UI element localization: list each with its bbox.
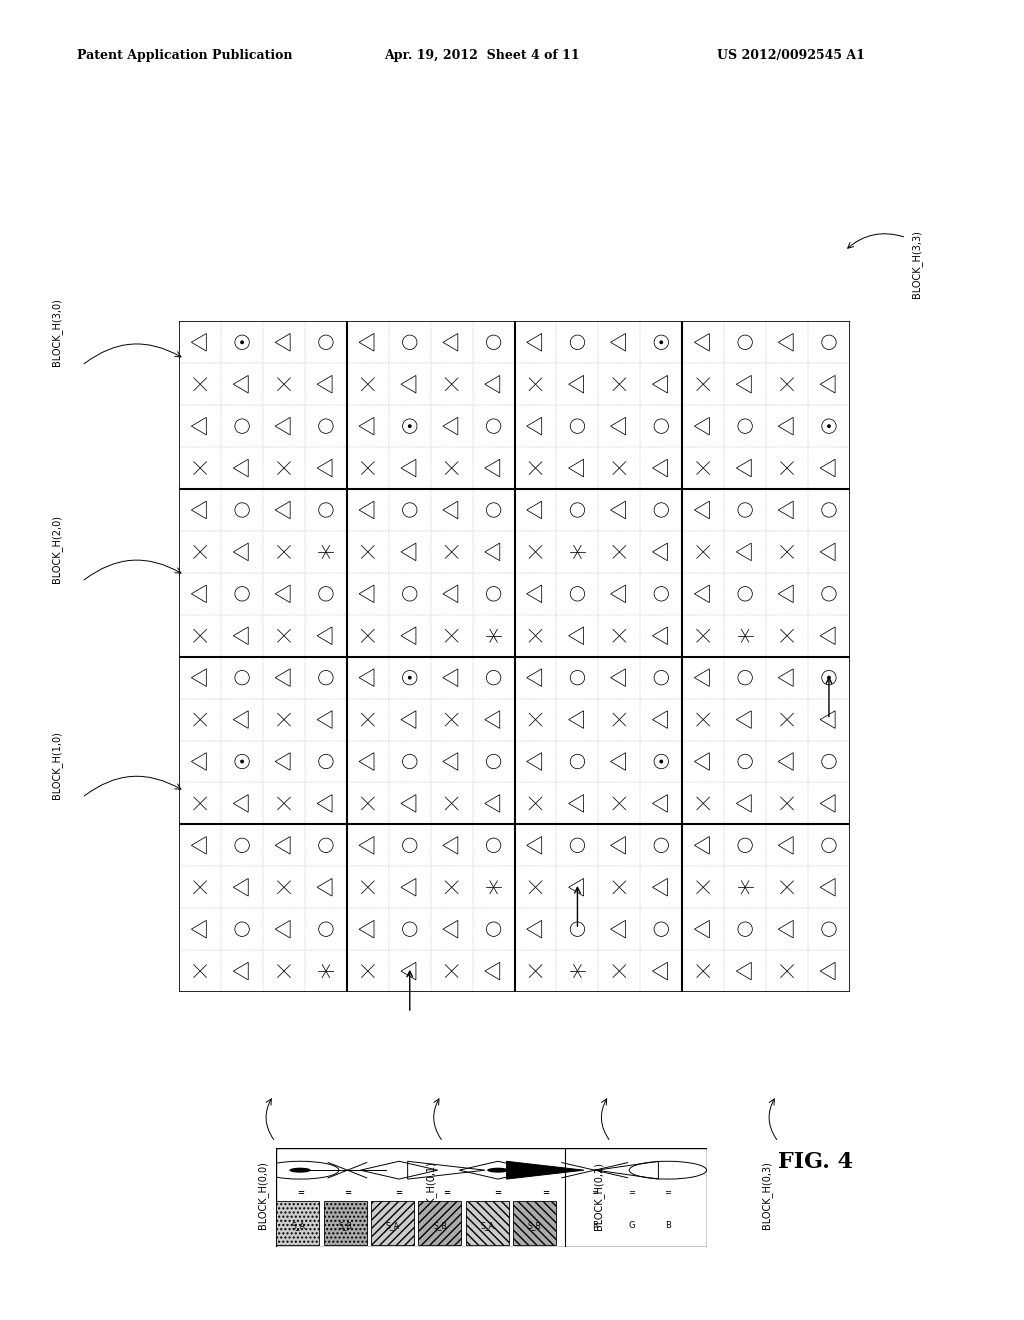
Text: BLOCK_H(0,2): BLOCK_H(0,2)	[593, 1162, 604, 1230]
Bar	[324, 1201, 367, 1246]
Circle shape	[827, 424, 830, 428]
Circle shape	[827, 676, 830, 680]
Text: =: =	[495, 1188, 502, 1197]
Circle shape	[241, 341, 244, 345]
Text: S_B: S_B	[338, 1221, 352, 1230]
Text: BLOCK_H(0,0): BLOCK_H(0,0)	[258, 1162, 268, 1229]
Text: S_A: S_A	[291, 1221, 305, 1230]
Text: S_A: S_A	[480, 1221, 495, 1230]
Text: =: =	[542, 1188, 549, 1197]
Bar	[419, 1201, 462, 1246]
Text: BLOCK_H(0,3): BLOCK_H(0,3)	[761, 1162, 771, 1229]
Circle shape	[659, 341, 664, 345]
Text: =: =	[628, 1188, 635, 1197]
Text: Apr. 19, 2012  Sheet 4 of 11: Apr. 19, 2012 Sheet 4 of 11	[384, 49, 580, 62]
Text: =: =	[442, 1188, 450, 1197]
Text: =: =	[344, 1188, 351, 1197]
Text: B: B	[665, 1221, 671, 1230]
Bar	[276, 1201, 319, 1246]
Text: R: R	[592, 1221, 598, 1230]
Text: =: =	[344, 1188, 351, 1197]
Text: =: =	[542, 1188, 549, 1197]
Text: BLOCK_H(1,0): BLOCK_H(1,0)	[51, 731, 61, 799]
Text: =: =	[395, 1188, 402, 1197]
Text: S_B: S_B	[527, 1221, 542, 1230]
Circle shape	[487, 1168, 509, 1172]
Circle shape	[408, 424, 412, 428]
Text: BLOCK_H(2,0): BLOCK_H(2,0)	[51, 515, 61, 582]
Text: =: =	[297, 1188, 304, 1197]
Text: BLOCK_H(3,3): BLOCK_H(3,3)	[911, 230, 922, 298]
Text: G: G	[628, 1221, 635, 1230]
Text: =: =	[395, 1188, 402, 1197]
Text: S_B: S_B	[433, 1221, 446, 1230]
Text: US 2012/0092545 A1: US 2012/0092545 A1	[717, 49, 864, 62]
Text: =: =	[591, 1188, 598, 1197]
Circle shape	[241, 759, 244, 763]
Circle shape	[290, 1168, 311, 1172]
Circle shape	[659, 759, 664, 763]
Text: =: =	[495, 1188, 502, 1197]
Text: BLOCK_H(0,1): BLOCK_H(0,1)	[425, 1162, 436, 1229]
Circle shape	[408, 676, 412, 680]
Bar	[513, 1201, 556, 1246]
Text: =: =	[297, 1188, 304, 1197]
Text: =: =	[442, 1188, 450, 1197]
Text: S_A: S_A	[386, 1221, 399, 1230]
Text: =: =	[665, 1188, 672, 1197]
Bar	[466, 1201, 509, 1246]
Polygon shape	[507, 1162, 584, 1179]
Text: BLOCK_H(3,0): BLOCK_H(3,0)	[51, 298, 61, 367]
Text: FIG. 4: FIG. 4	[778, 1151, 853, 1173]
Text: Patent Application Publication: Patent Application Publication	[77, 49, 292, 62]
Bar	[371, 1201, 414, 1246]
